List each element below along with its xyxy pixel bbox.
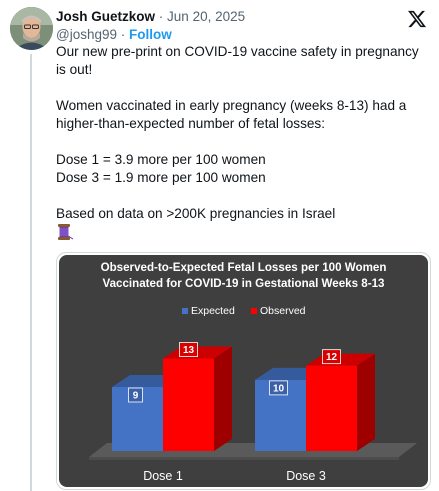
x-tick-label: Dose 1: [143, 469, 183, 483]
avatar[interactable]: [10, 7, 53, 50]
text-line: higher-than-expected number of fetal los…: [56, 116, 326, 131]
bar-observed-dose-3: 12: [306, 349, 375, 451]
chart-floor-edge: [89, 457, 399, 460]
chart-title-line-2: Vaccinated for COVID-19 in Gestational W…: [102, 277, 385, 290]
media-card[interactable]: Observed-to-Expected Fetal Losses per 10…: [56, 252, 431, 490]
text-line: Dose 1 = 3.9 more per 100 women: [56, 152, 266, 167]
text-line: Based on data on >200K pregnancies in Is…: [56, 206, 336, 221]
author-name[interactable]: Josh Guetzkow: [56, 9, 156, 24]
data-label: 10: [273, 383, 285, 394]
legend-swatch-expected: [182, 308, 188, 314]
tweet-text: Our new pre-print on COVID-19 vaccine sa…: [56, 43, 428, 223]
text-line: Dose 3 = 1.9 more per 100 women: [56, 170, 266, 185]
text-line: Women vaccinated in early pregnancy (wee…: [56, 98, 407, 113]
data-label: 9: [133, 391, 139, 402]
data-label-box: [128, 387, 143, 403]
separator: ·: [158, 9, 164, 24]
chart-x-labels: Dose 1 Dose 3: [143, 469, 326, 483]
bar-front: [306, 365, 357, 451]
data-label-box: [179, 342, 198, 357]
bar-side: [214, 346, 232, 451]
spool-of-thread-icon: [58, 224, 74, 240]
chart-image: Observed-to-Expected Fetal Losses per 10…: [59, 255, 428, 487]
legend-label-observed: Observed: [260, 305, 306, 317]
legend-swatch-observed: [251, 308, 257, 314]
chart-title-line-1: Observed-to-Expected Fetal Losses per 10…: [101, 261, 387, 274]
author-handle[interactable]: @joshg99: [56, 27, 117, 42]
follow-button[interactable]: Follow: [129, 27, 172, 42]
chart-bars: 9 13 10 12: [112, 342, 375, 451]
thread-line: [30, 54, 32, 491]
data-label-box: [269, 380, 288, 396]
bar-side: [357, 353, 375, 451]
avatar-image: [10, 7, 53, 50]
bar-observed-dose-1: 13: [163, 342, 232, 451]
tweet-header: Josh Guetzkow · Jun 20, 2025: [56, 8, 245, 25]
x-logo-icon[interactable]: [407, 9, 427, 29]
handle-row: @joshg99 · Follow: [56, 26, 172, 43]
x-tick-label: Dose 3: [286, 469, 326, 483]
chart-legend: Expected Observed: [182, 305, 306, 317]
text-line: Our new pre-print on COVID-19 vaccine sa…: [56, 44, 419, 59]
bar-chart: Observed-to-Expected Fetal Losses per 10…: [89, 261, 417, 483]
data-label-box: [322, 349, 341, 365]
text-line: is out!: [56, 62, 93, 77]
data-label: 12: [326, 352, 338, 363]
tweet-date[interactable]: Jun 20, 2025: [167, 9, 246, 24]
data-label: 13: [183, 345, 195, 356]
legend-label-expected: Expected: [191, 305, 235, 317]
bar-front: [163, 358, 214, 451]
handle-separator: ·: [120, 27, 126, 42]
